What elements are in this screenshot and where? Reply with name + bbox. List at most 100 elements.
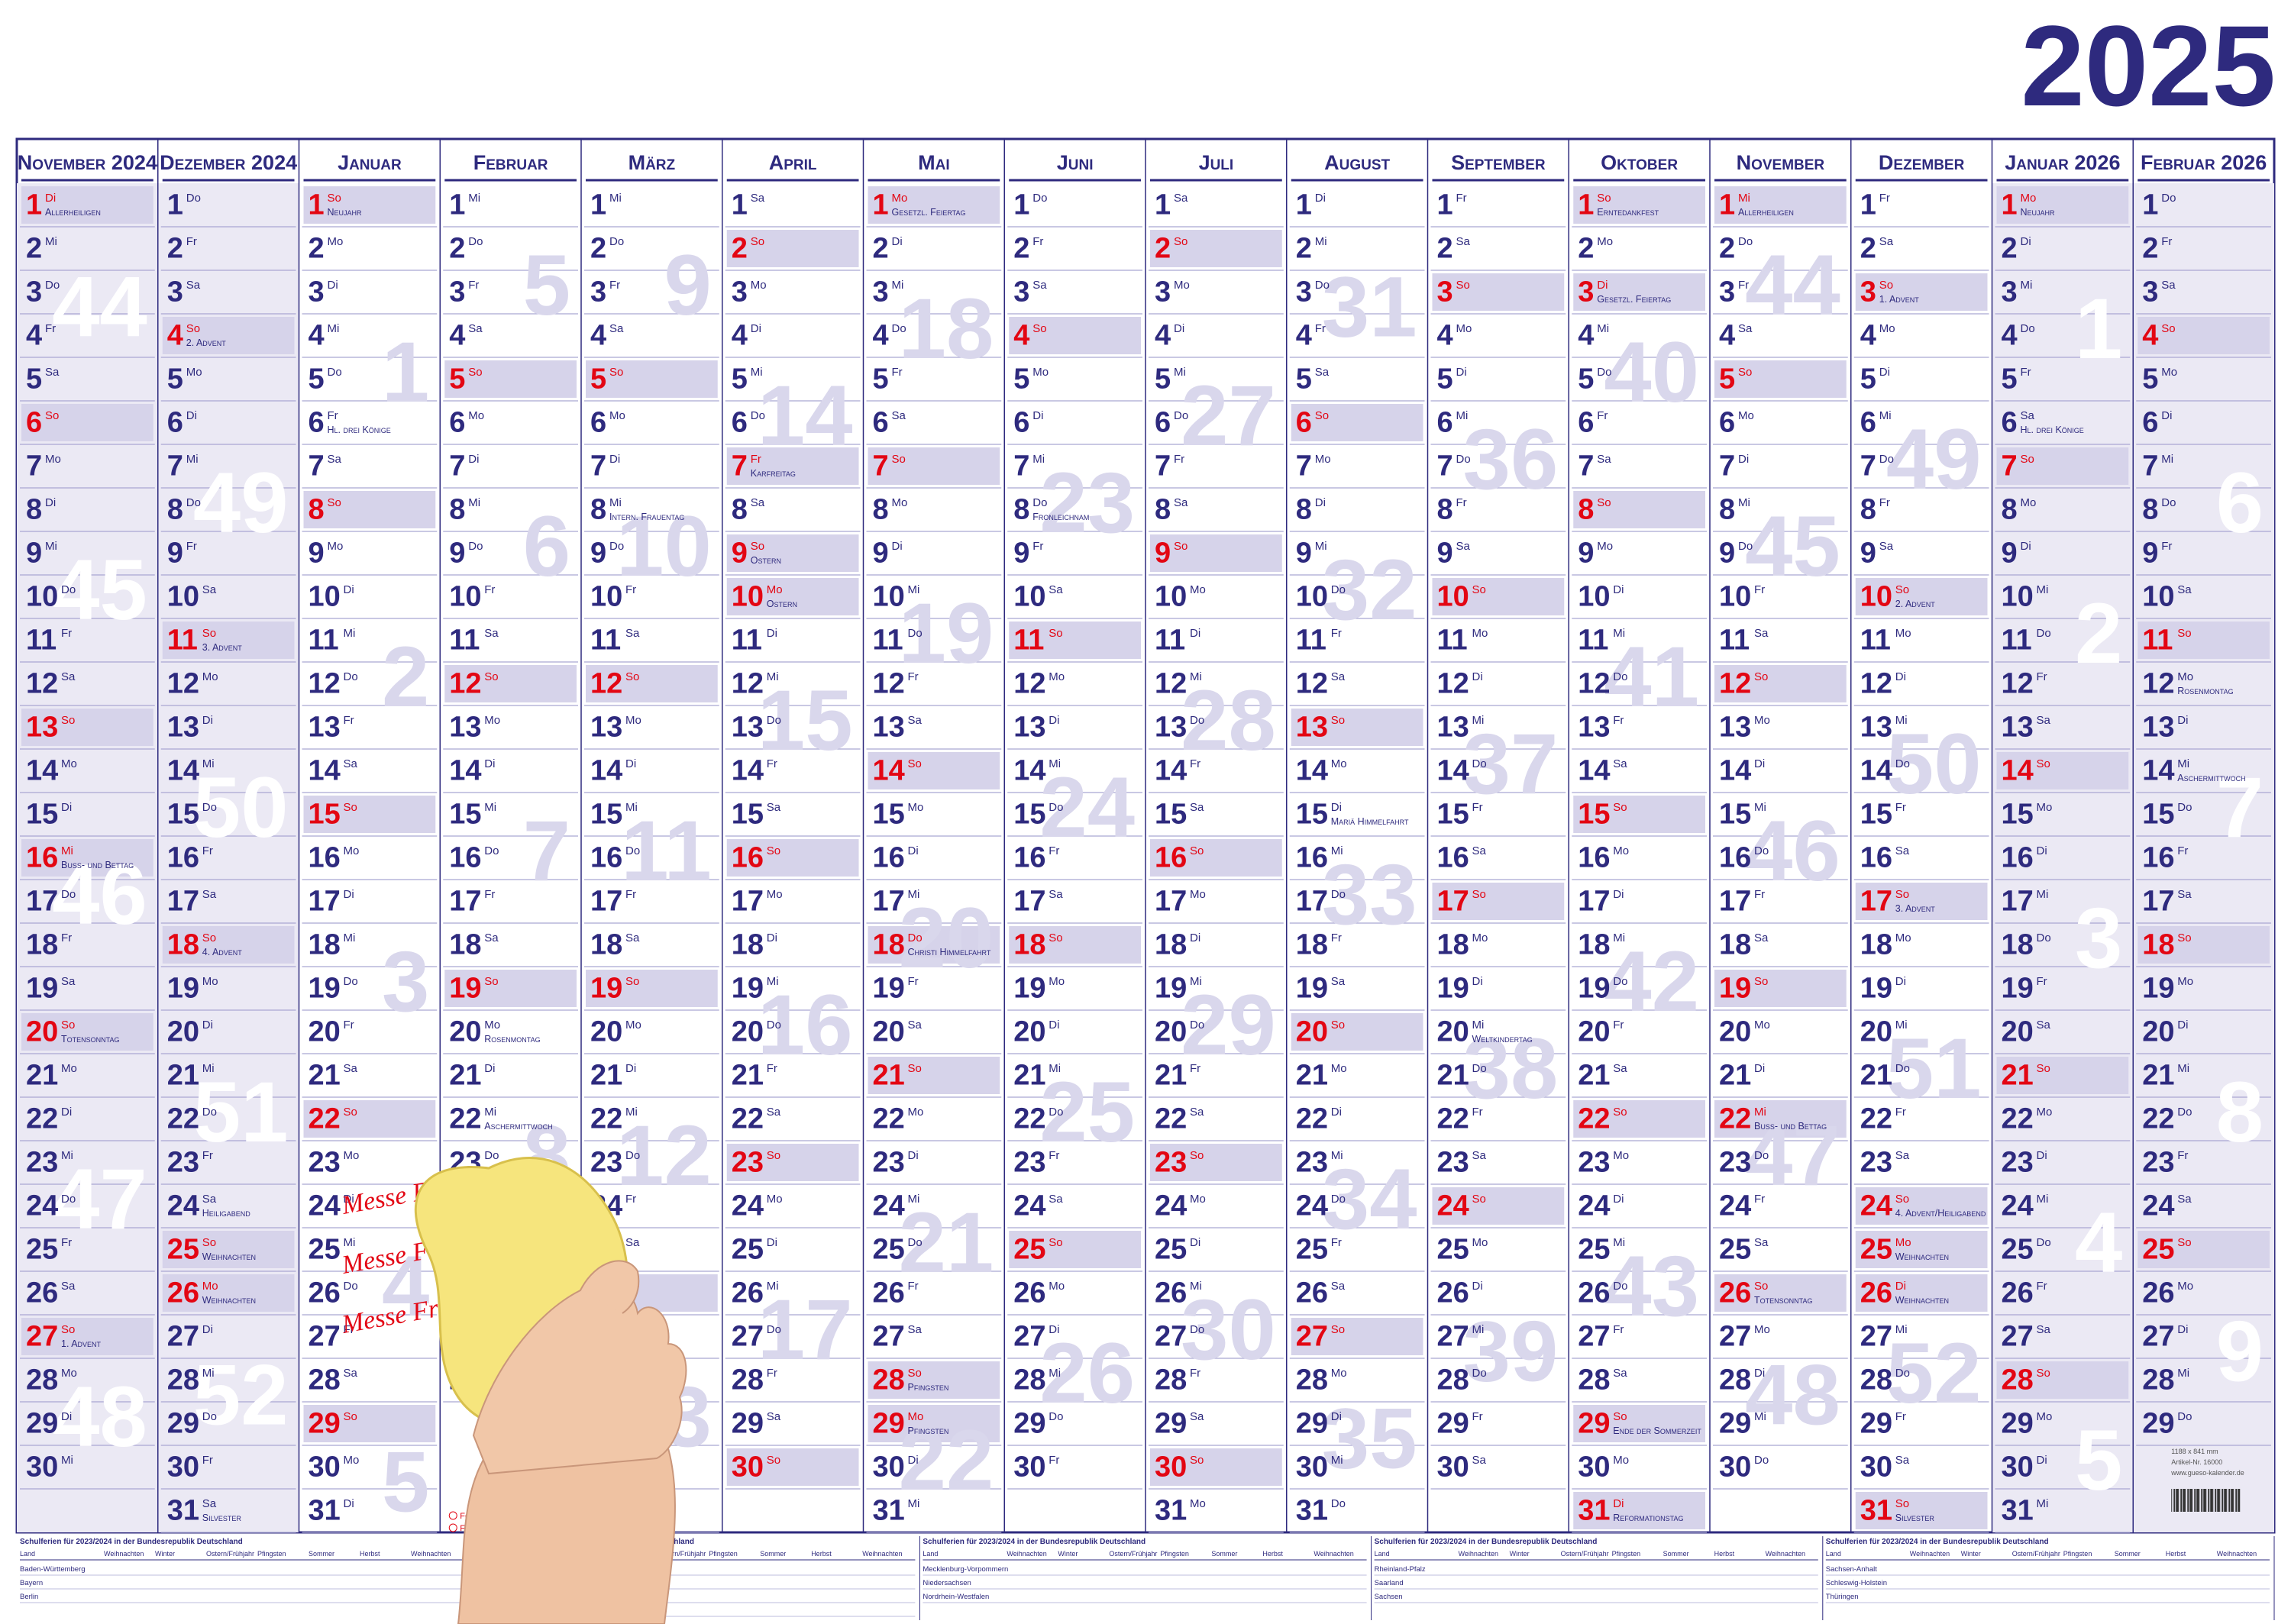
day-number: 27 [2142,1321,2174,1353]
weekday: Fr [1754,888,1765,901]
weekday: Fr [1738,279,1749,292]
weekday: Mo [2037,1410,2053,1423]
weekday: Di [1613,583,1624,596]
day-number: 12 [167,668,199,700]
day-number: 19 [167,973,199,1005]
day-number: 1 [873,189,889,221]
table-title: Schulferien für 2023/2024 in der Bundesr… [1375,1538,1598,1546]
barcode-bar [2222,1489,2224,1512]
day-number: 1 [167,189,183,221]
weekday: Sa [625,1236,640,1249]
weekday: Sa [767,801,781,814]
barcode-bar [2205,1489,2207,1512]
day-number: 18 [590,929,622,961]
day-number: 20 [26,1016,58,1048]
weekday: Mi [328,322,340,335]
weekday: Fr [61,627,72,640]
day-number: 11 [873,625,903,657]
week-number: 5 [382,1435,429,1530]
weekday: Mo [1754,714,1770,727]
day-number: 20 [167,1016,199,1048]
day-shade [868,186,1000,224]
table-header: Sommer [1211,1550,1237,1558]
holiday-note: 4. Advent/Heiligabend [1895,1208,1986,1219]
weekday: Di [344,1497,354,1510]
day-number: 9 [309,538,325,570]
table-header: Winter [1510,1550,1530,1558]
day-number: 11 [1578,625,1608,657]
day-number: 20 [873,1016,905,1048]
weekday: So [1472,888,1486,901]
weekday: Mi [1331,1149,1343,1162]
day-number: 8 [2142,494,2158,526]
barcode-bar [2178,1489,2180,1512]
day-number: 26 [1013,1277,1045,1309]
month-header: August [1324,151,1390,174]
week-number: 17 [758,1282,853,1377]
day-number: 30 [873,1451,905,1484]
barcode-bar [2196,1489,2199,1512]
day-number: 7 [1013,450,1029,483]
weekday: Sa [468,322,483,335]
weekday: Mo [1190,1193,1206,1206]
week-number: 26 [1039,1325,1135,1421]
day-number: 19 [1437,973,1469,1005]
table-header: Ostern/Frühjahr [1561,1550,1609,1558]
weekday: Mi [1754,1410,1766,1423]
weekday: Di [2037,1454,2047,1467]
day-shade [1714,1274,1847,1312]
day-number: 10 [732,581,764,613]
weekday: Do [1174,409,1188,422]
day-shade [303,796,436,833]
weekday: Sa [625,931,640,944]
day-number: 23 [1719,1147,1751,1179]
weekday: So [1613,1106,1627,1119]
day-number: 26 [732,1277,764,1309]
weekday: Do [767,1019,781,1032]
weekday: Fr [1879,496,1890,509]
weekday: So [1315,409,1329,422]
weekday: Do [1049,1410,1063,1423]
day-number: 15 [1437,799,1469,831]
weekday: Fr [1049,1454,1059,1467]
day-number: 23 [1155,1147,1187,1179]
day-number: 22 [2142,1103,2174,1135]
weekday: Mi [1315,235,1327,248]
day-shade [2138,926,2270,964]
weekday: Mi [751,366,763,379]
day-number: 28 [1578,1364,1610,1396]
day-number: 10 [590,581,622,613]
day-number: 20 [1719,1016,1751,1048]
day-number: 22 [1578,1103,1610,1135]
day-number: 10 [1013,581,1045,613]
day-shade [1150,230,1282,267]
day-number: 10 [167,581,199,613]
table-header: Weihnachten [1910,1550,1950,1558]
day-number: 27 [1719,1321,1751,1353]
day-number: 24 [1296,1190,1328,1222]
day-shade [21,1318,153,1355]
day-number: 14 [732,755,764,787]
day-number: 21 [1860,1060,1892,1092]
table-header: Land [1826,1550,1841,1558]
day-number: 16 [1437,842,1469,874]
weekday: Fr [1032,235,1043,248]
weekday: Mi [908,583,920,596]
weekday: Do [1738,540,1753,553]
day-shade [726,230,859,267]
week-number: 20 [899,890,994,986]
weekday: Do [61,1193,76,1206]
holiday-note: Gesetzl. Feiertag [1597,294,1671,305]
weekday: Sa [1456,540,1471,553]
week-number: 23 [1039,455,1135,550]
week-number: 1 [2075,281,2122,376]
table-row-label: Sachsen [1375,1593,1403,1601]
holiday-note: Intern. Frauentag [609,512,684,522]
day-number: 9 [26,538,42,570]
day-number: 22 [873,1103,905,1135]
day-number: 24 [26,1190,58,1222]
day-number: 24 [873,1190,905,1222]
weekday: So [186,322,200,335]
day-number: 7 [449,450,465,483]
